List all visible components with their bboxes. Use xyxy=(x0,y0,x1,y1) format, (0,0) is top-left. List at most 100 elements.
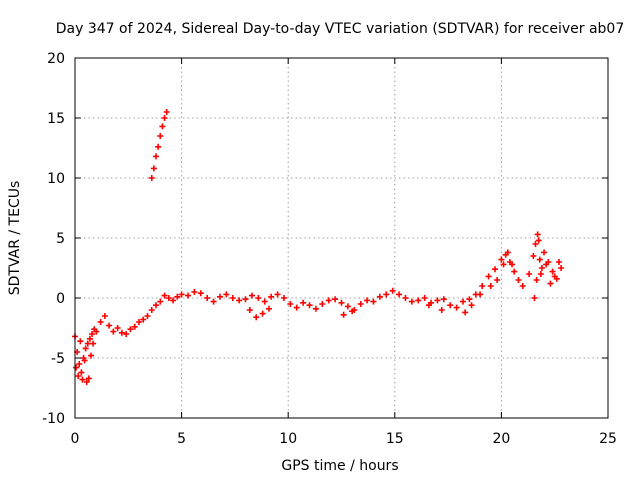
data-point xyxy=(340,311,347,318)
data-point xyxy=(357,301,364,307)
data-point xyxy=(73,364,80,371)
x-tick-label: 25 xyxy=(599,431,617,447)
data-point xyxy=(135,319,142,325)
x-tick-label: 10 xyxy=(279,431,297,447)
data-point xyxy=(530,253,537,259)
data-point xyxy=(131,323,138,330)
data-point xyxy=(86,335,93,342)
data-point xyxy=(123,331,130,337)
data-point xyxy=(197,290,204,297)
data-point xyxy=(515,277,522,283)
data-point xyxy=(210,298,217,305)
data-point xyxy=(415,297,422,304)
data-point xyxy=(376,293,383,300)
data-point xyxy=(184,292,191,299)
data-point xyxy=(487,283,494,289)
data-point xyxy=(77,338,84,345)
data-point xyxy=(178,291,185,298)
x-tick-label: 0 xyxy=(71,431,80,447)
data-point xyxy=(460,298,467,305)
data-point xyxy=(543,261,550,268)
data-point xyxy=(531,295,538,301)
data-point xyxy=(268,293,275,300)
data-point xyxy=(504,249,511,256)
data-point xyxy=(558,265,565,271)
data-point xyxy=(76,361,83,367)
data-point xyxy=(534,231,541,238)
data-point xyxy=(161,292,168,299)
chart-title: Day 347 of 2024, Sidereal Day-to-day VTE… xyxy=(56,21,625,37)
data-point xyxy=(538,265,545,271)
data-point xyxy=(462,309,469,316)
data-point xyxy=(253,314,260,321)
data-point xyxy=(101,313,108,319)
data-point xyxy=(511,268,518,275)
data-points xyxy=(72,109,565,385)
data-point xyxy=(153,153,160,160)
data-point xyxy=(536,256,543,263)
data-point xyxy=(84,340,91,347)
data-point xyxy=(468,302,475,309)
data-point xyxy=(153,302,160,309)
y-tick-label: 10 xyxy=(47,171,65,187)
data-point xyxy=(81,357,88,364)
data-point xyxy=(161,115,168,121)
data-point xyxy=(82,345,89,352)
data-point xyxy=(148,175,155,181)
data-point xyxy=(148,307,155,313)
data-point xyxy=(537,271,544,277)
data-point xyxy=(555,259,562,265)
data-point xyxy=(163,109,170,115)
data-point xyxy=(106,322,113,329)
data-point xyxy=(479,283,486,289)
data-point xyxy=(408,298,415,305)
data-point xyxy=(526,271,533,277)
data-point xyxy=(509,261,516,268)
data-point xyxy=(155,143,162,150)
data-point xyxy=(312,305,319,312)
data-point xyxy=(500,261,507,268)
data-point xyxy=(280,295,287,301)
y-tick-label: 20 xyxy=(47,51,65,67)
data-point xyxy=(236,297,243,304)
data-point xyxy=(421,295,428,301)
data-point xyxy=(165,295,172,301)
y-tick-label: -10 xyxy=(42,411,65,427)
data-point xyxy=(75,373,82,379)
grid-lines xyxy=(75,58,608,418)
data-point xyxy=(485,273,492,280)
data-point xyxy=(549,268,556,275)
data-point xyxy=(551,273,558,280)
data-point xyxy=(93,328,100,335)
x-axis-label: GPS time / hours xyxy=(281,458,398,474)
data-point xyxy=(453,304,460,311)
data-point xyxy=(248,292,255,299)
data-point xyxy=(89,331,96,337)
data-point xyxy=(383,291,390,298)
data-point xyxy=(293,304,300,311)
data-point xyxy=(434,297,441,304)
data-point xyxy=(349,308,356,315)
data-point xyxy=(389,287,396,294)
data-point xyxy=(396,291,403,298)
data-point xyxy=(90,340,97,347)
data-point xyxy=(425,302,432,309)
data-point xyxy=(533,277,540,283)
y-tick-label: 5 xyxy=(56,231,65,247)
data-point xyxy=(535,237,542,244)
data-point xyxy=(170,297,177,304)
data-point xyxy=(246,307,253,313)
data-point xyxy=(223,291,230,298)
data-point xyxy=(440,296,447,303)
data-point xyxy=(87,352,94,359)
data-point xyxy=(364,297,371,304)
data-point xyxy=(191,289,198,295)
data-point xyxy=(300,299,307,306)
data-point xyxy=(447,302,454,309)
data-point xyxy=(402,295,409,301)
data-point xyxy=(97,319,104,325)
data-point xyxy=(118,329,125,336)
data-point xyxy=(79,376,86,383)
data-point xyxy=(541,249,548,256)
